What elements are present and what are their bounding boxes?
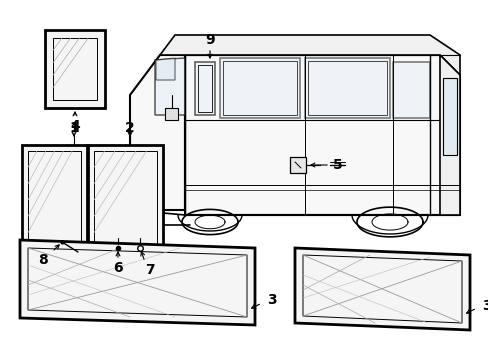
Text: 9: 9 [205,33,214,47]
Polygon shape [155,58,184,115]
Polygon shape [220,58,299,118]
Polygon shape [156,58,175,80]
Polygon shape [392,62,429,118]
Polygon shape [22,145,87,255]
Text: 8: 8 [38,253,48,267]
Polygon shape [195,62,215,115]
Text: 2: 2 [125,121,135,135]
Text: 3: 3 [266,293,276,307]
Polygon shape [164,108,178,120]
Text: 7: 7 [145,263,155,277]
Polygon shape [184,55,459,215]
Polygon shape [45,30,105,108]
Polygon shape [133,150,148,170]
Text: 4: 4 [70,119,80,133]
Polygon shape [160,35,459,75]
Text: 1: 1 [69,121,79,135]
Polygon shape [88,145,163,255]
Polygon shape [130,55,184,210]
Polygon shape [442,78,456,155]
Polygon shape [305,58,389,118]
Polygon shape [20,240,254,325]
Text: 6: 6 [113,261,122,275]
Polygon shape [125,210,130,225]
Polygon shape [294,248,469,330]
Text: 5: 5 [332,158,342,172]
Polygon shape [289,157,305,173]
Polygon shape [439,55,459,215]
Text: 3: 3 [481,299,488,313]
